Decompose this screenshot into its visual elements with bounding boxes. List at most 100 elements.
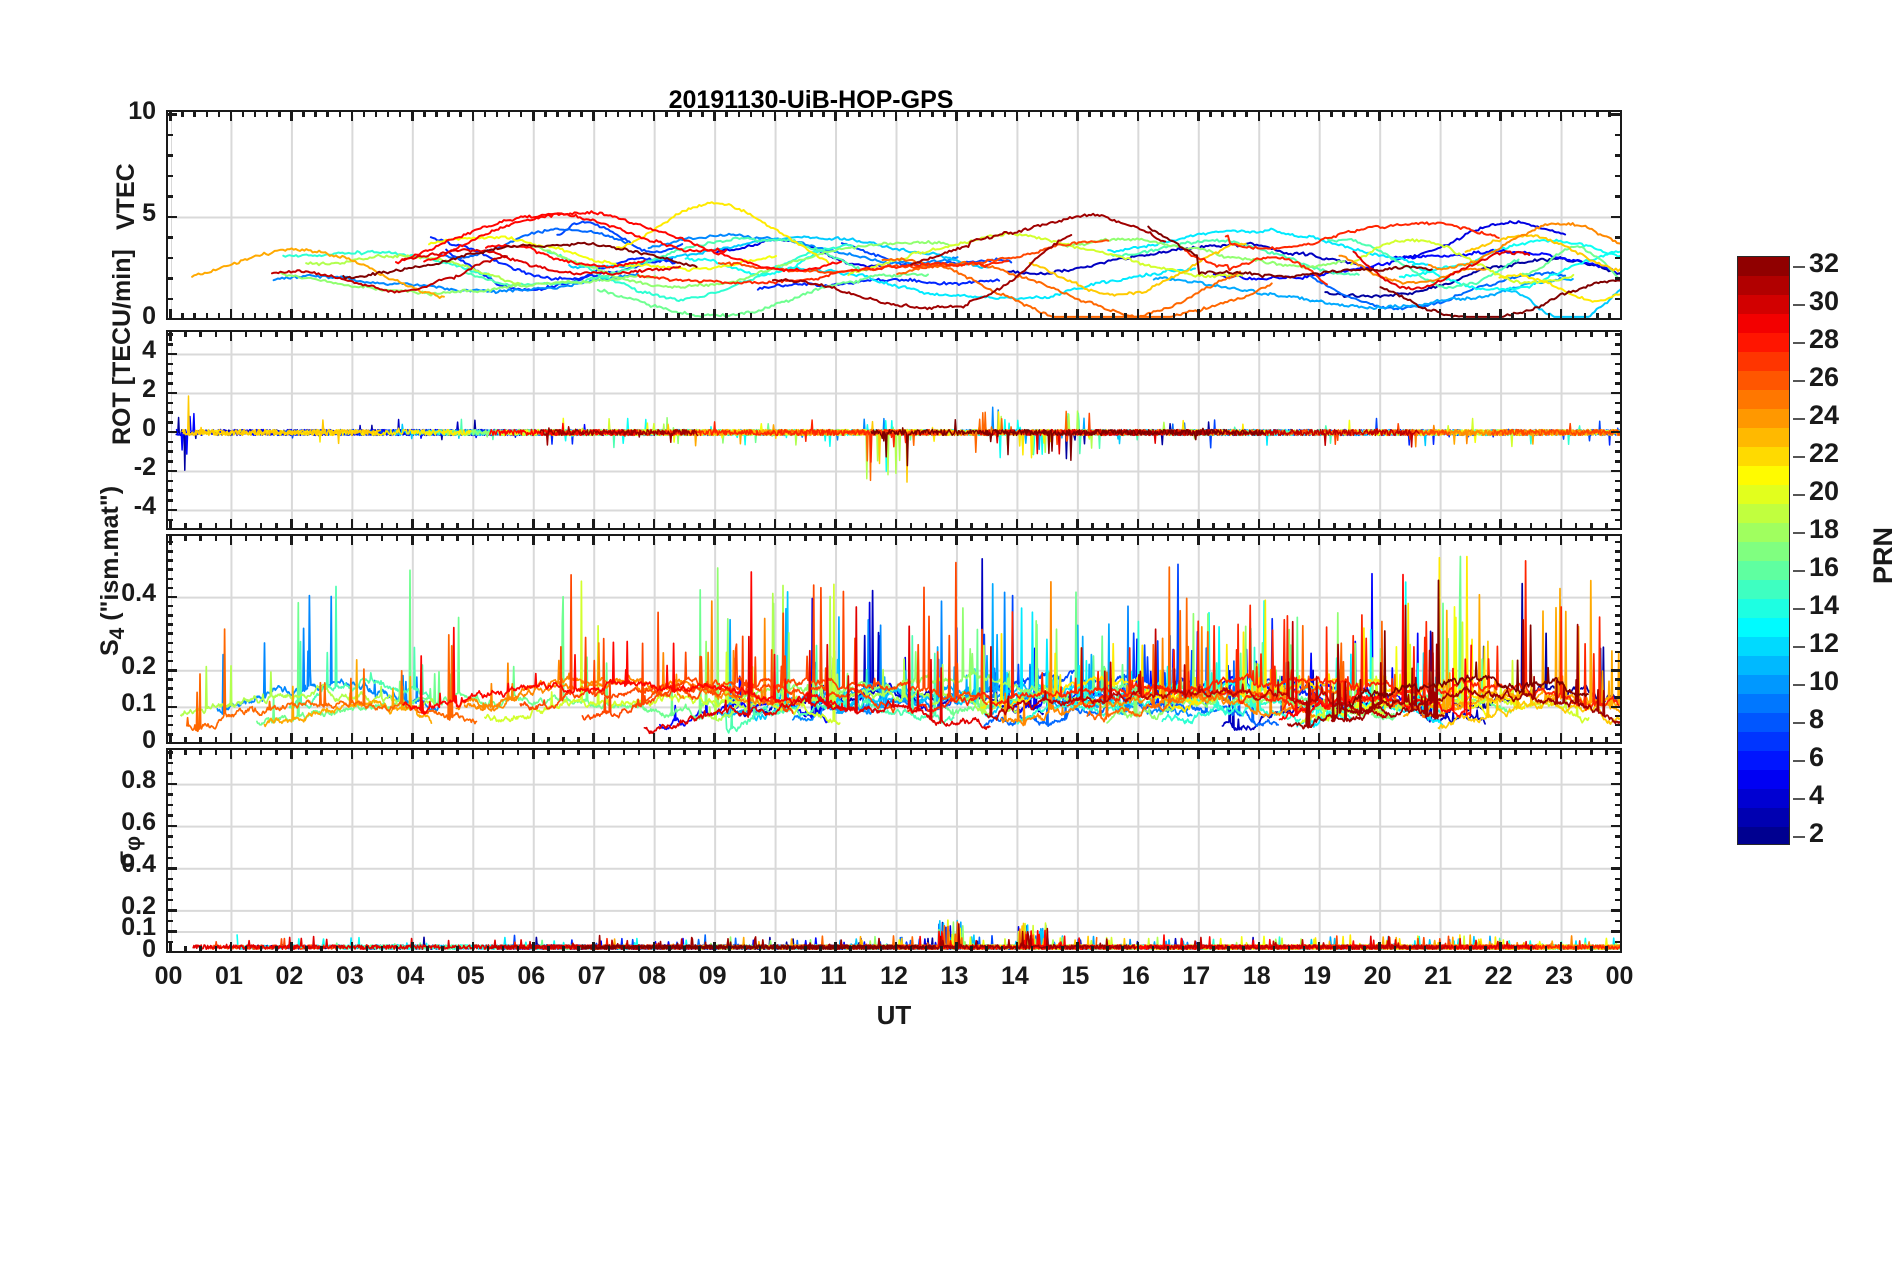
- colorbar-tick-label: 24: [1809, 399, 1840, 430]
- y-tick-label-vtec: 10: [128, 96, 156, 125]
- y-tick-label-sigmaphi: 0.4: [121, 850, 156, 879]
- colorbar-tick: [1793, 265, 1805, 268]
- colorbar-band: [1738, 409, 1789, 428]
- y-axis-label-vtec: VTEC: [112, 162, 140, 230]
- colorbar-tick-label: 8: [1809, 703, 1825, 734]
- colorbar-tick: [1793, 683, 1805, 686]
- x-tick-label: 17: [1182, 962, 1211, 990]
- x-tick-label: 07: [577, 962, 606, 990]
- colorbar-band: [1738, 523, 1789, 542]
- plot-area-vtec: [168, 112, 1620, 318]
- x-tick-label: 10: [759, 962, 787, 990]
- y-tick-label-sigmaphi: 0.6: [121, 808, 156, 837]
- x-axis-label: UT: [876, 1000, 912, 1030]
- colorbar-tick-label: 20: [1809, 475, 1840, 506]
- colorbar-band: [1738, 751, 1789, 770]
- colorbar-tick: [1793, 835, 1805, 838]
- x-tick-label: 15: [1061, 962, 1090, 990]
- panel-vtec: [166, 110, 1622, 320]
- y-tick-label-vtec: 5: [142, 199, 156, 227]
- y-tick-label-rot: 0: [142, 414, 156, 442]
- colorbar-band: [1738, 656, 1789, 675]
- y-axis-label-sigmaphi: σφ: [112, 835, 145, 868]
- plot-area-sigmaphi: [168, 750, 1620, 951]
- colorbar-band: [1738, 428, 1789, 447]
- colorbar-tick-label: 12: [1809, 627, 1840, 658]
- colorbar-tick-label: 18: [1809, 513, 1840, 544]
- colorbar-tick: [1793, 645, 1805, 648]
- y-axis-label-s4: S4 ("ism.mat"): [96, 485, 129, 656]
- x-tick-label: 01: [215, 962, 243, 990]
- colorbar-tick-label: 22: [1809, 437, 1840, 468]
- colorbar-tick: [1793, 721, 1805, 724]
- y-tick-label-rot: -4: [133, 492, 156, 520]
- colorbar-tick-label: 2: [1809, 817, 1825, 848]
- x-tick-label: 08: [638, 962, 667, 990]
- colorbar-band: [1738, 257, 1789, 276]
- plot-area-s4: [168, 536, 1620, 742]
- x-tick-label: 20: [1363, 962, 1392, 990]
- y-tick-label-rot: 4: [142, 336, 156, 364]
- colorbar-tick: [1793, 303, 1805, 306]
- colorbar-tick: [1793, 569, 1805, 572]
- y-tick-label-sigmaphi: 0.1: [121, 913, 156, 942]
- colorbar-band: [1738, 580, 1789, 599]
- y-tick-label-rot: 2: [142, 375, 156, 403]
- colorbar-band: [1738, 637, 1789, 656]
- y-tick-label-vtec: 0: [142, 301, 156, 330]
- colorbar-tick: [1793, 607, 1805, 610]
- colorbar-band: [1738, 618, 1789, 637]
- x-tick-label: 21: [1424, 962, 1453, 990]
- colorbar-band: [1738, 770, 1789, 789]
- colorbar-band: [1738, 276, 1789, 295]
- colorbar-band: [1738, 542, 1789, 561]
- x-tick-label: 06: [517, 962, 546, 990]
- colorbar-band: [1738, 466, 1789, 485]
- x-tick-label: 11: [820, 962, 847, 990]
- colorbar-tick: [1793, 341, 1805, 344]
- y-axis-label-rot: ROT [TECU/min]: [108, 248, 136, 445]
- panel-s4: [166, 534, 1622, 744]
- colorbar-band: [1738, 694, 1789, 713]
- x-tick-label: 04: [396, 962, 425, 990]
- x-tick-label: 14: [1001, 962, 1029, 990]
- x-tick-label: 18: [1242, 962, 1271, 990]
- colorbar-band: [1738, 447, 1789, 466]
- colorbar-tick: [1793, 493, 1805, 496]
- colorbar-tick: [1793, 797, 1805, 800]
- panel-rot: [166, 330, 1622, 530]
- colorbar-band: [1738, 295, 1789, 314]
- colorbar-tick-label: 16: [1809, 551, 1840, 582]
- colorbar-tick-label: 32: [1809, 247, 1840, 278]
- colorbar-band: [1738, 561, 1789, 580]
- colorbar-tick-label: 6: [1809, 741, 1825, 772]
- x-tick-label: 05: [456, 962, 485, 990]
- x-tick-label: 22: [1484, 962, 1513, 990]
- colorbar-tick: [1793, 417, 1805, 420]
- y-tick-label-s4: 0.1: [121, 688, 156, 717]
- colorbar-tick: [1793, 759, 1805, 762]
- colorbar-title: PRN: [1868, 526, 1899, 585]
- x-tick-label: 00: [154, 962, 183, 990]
- x-tick-label: 23: [1545, 962, 1573, 990]
- colorbar-band: [1738, 390, 1789, 409]
- colorbar-tick-label: 30: [1809, 285, 1840, 316]
- prn-colorbar: [1737, 256, 1790, 845]
- colorbar-band: [1738, 599, 1789, 618]
- colorbar-band: [1738, 371, 1789, 390]
- y-tick-label-s4: 0.2: [121, 652, 156, 681]
- x-tick-label: 13: [940, 962, 969, 990]
- colorbar-tick-label: 14: [1809, 589, 1840, 620]
- colorbar-tick-label: 28: [1809, 323, 1840, 354]
- colorbar-band: [1738, 827, 1789, 844]
- x-tick-label: 00: [1605, 962, 1634, 990]
- y-tick-label-sigmaphi: 0: [142, 934, 156, 963]
- colorbar-tick: [1793, 531, 1805, 534]
- y-tick-label-sigmaphi: 0.2: [121, 892, 156, 921]
- y-tick-label-rot: -2: [133, 453, 156, 481]
- y-tick-label-s4: 0: [142, 725, 156, 754]
- figure-title: 20191130-UiB-HOP-GPS: [668, 86, 954, 114]
- x-tick-label: 02: [275, 962, 304, 990]
- colorbar-band: [1738, 314, 1789, 333]
